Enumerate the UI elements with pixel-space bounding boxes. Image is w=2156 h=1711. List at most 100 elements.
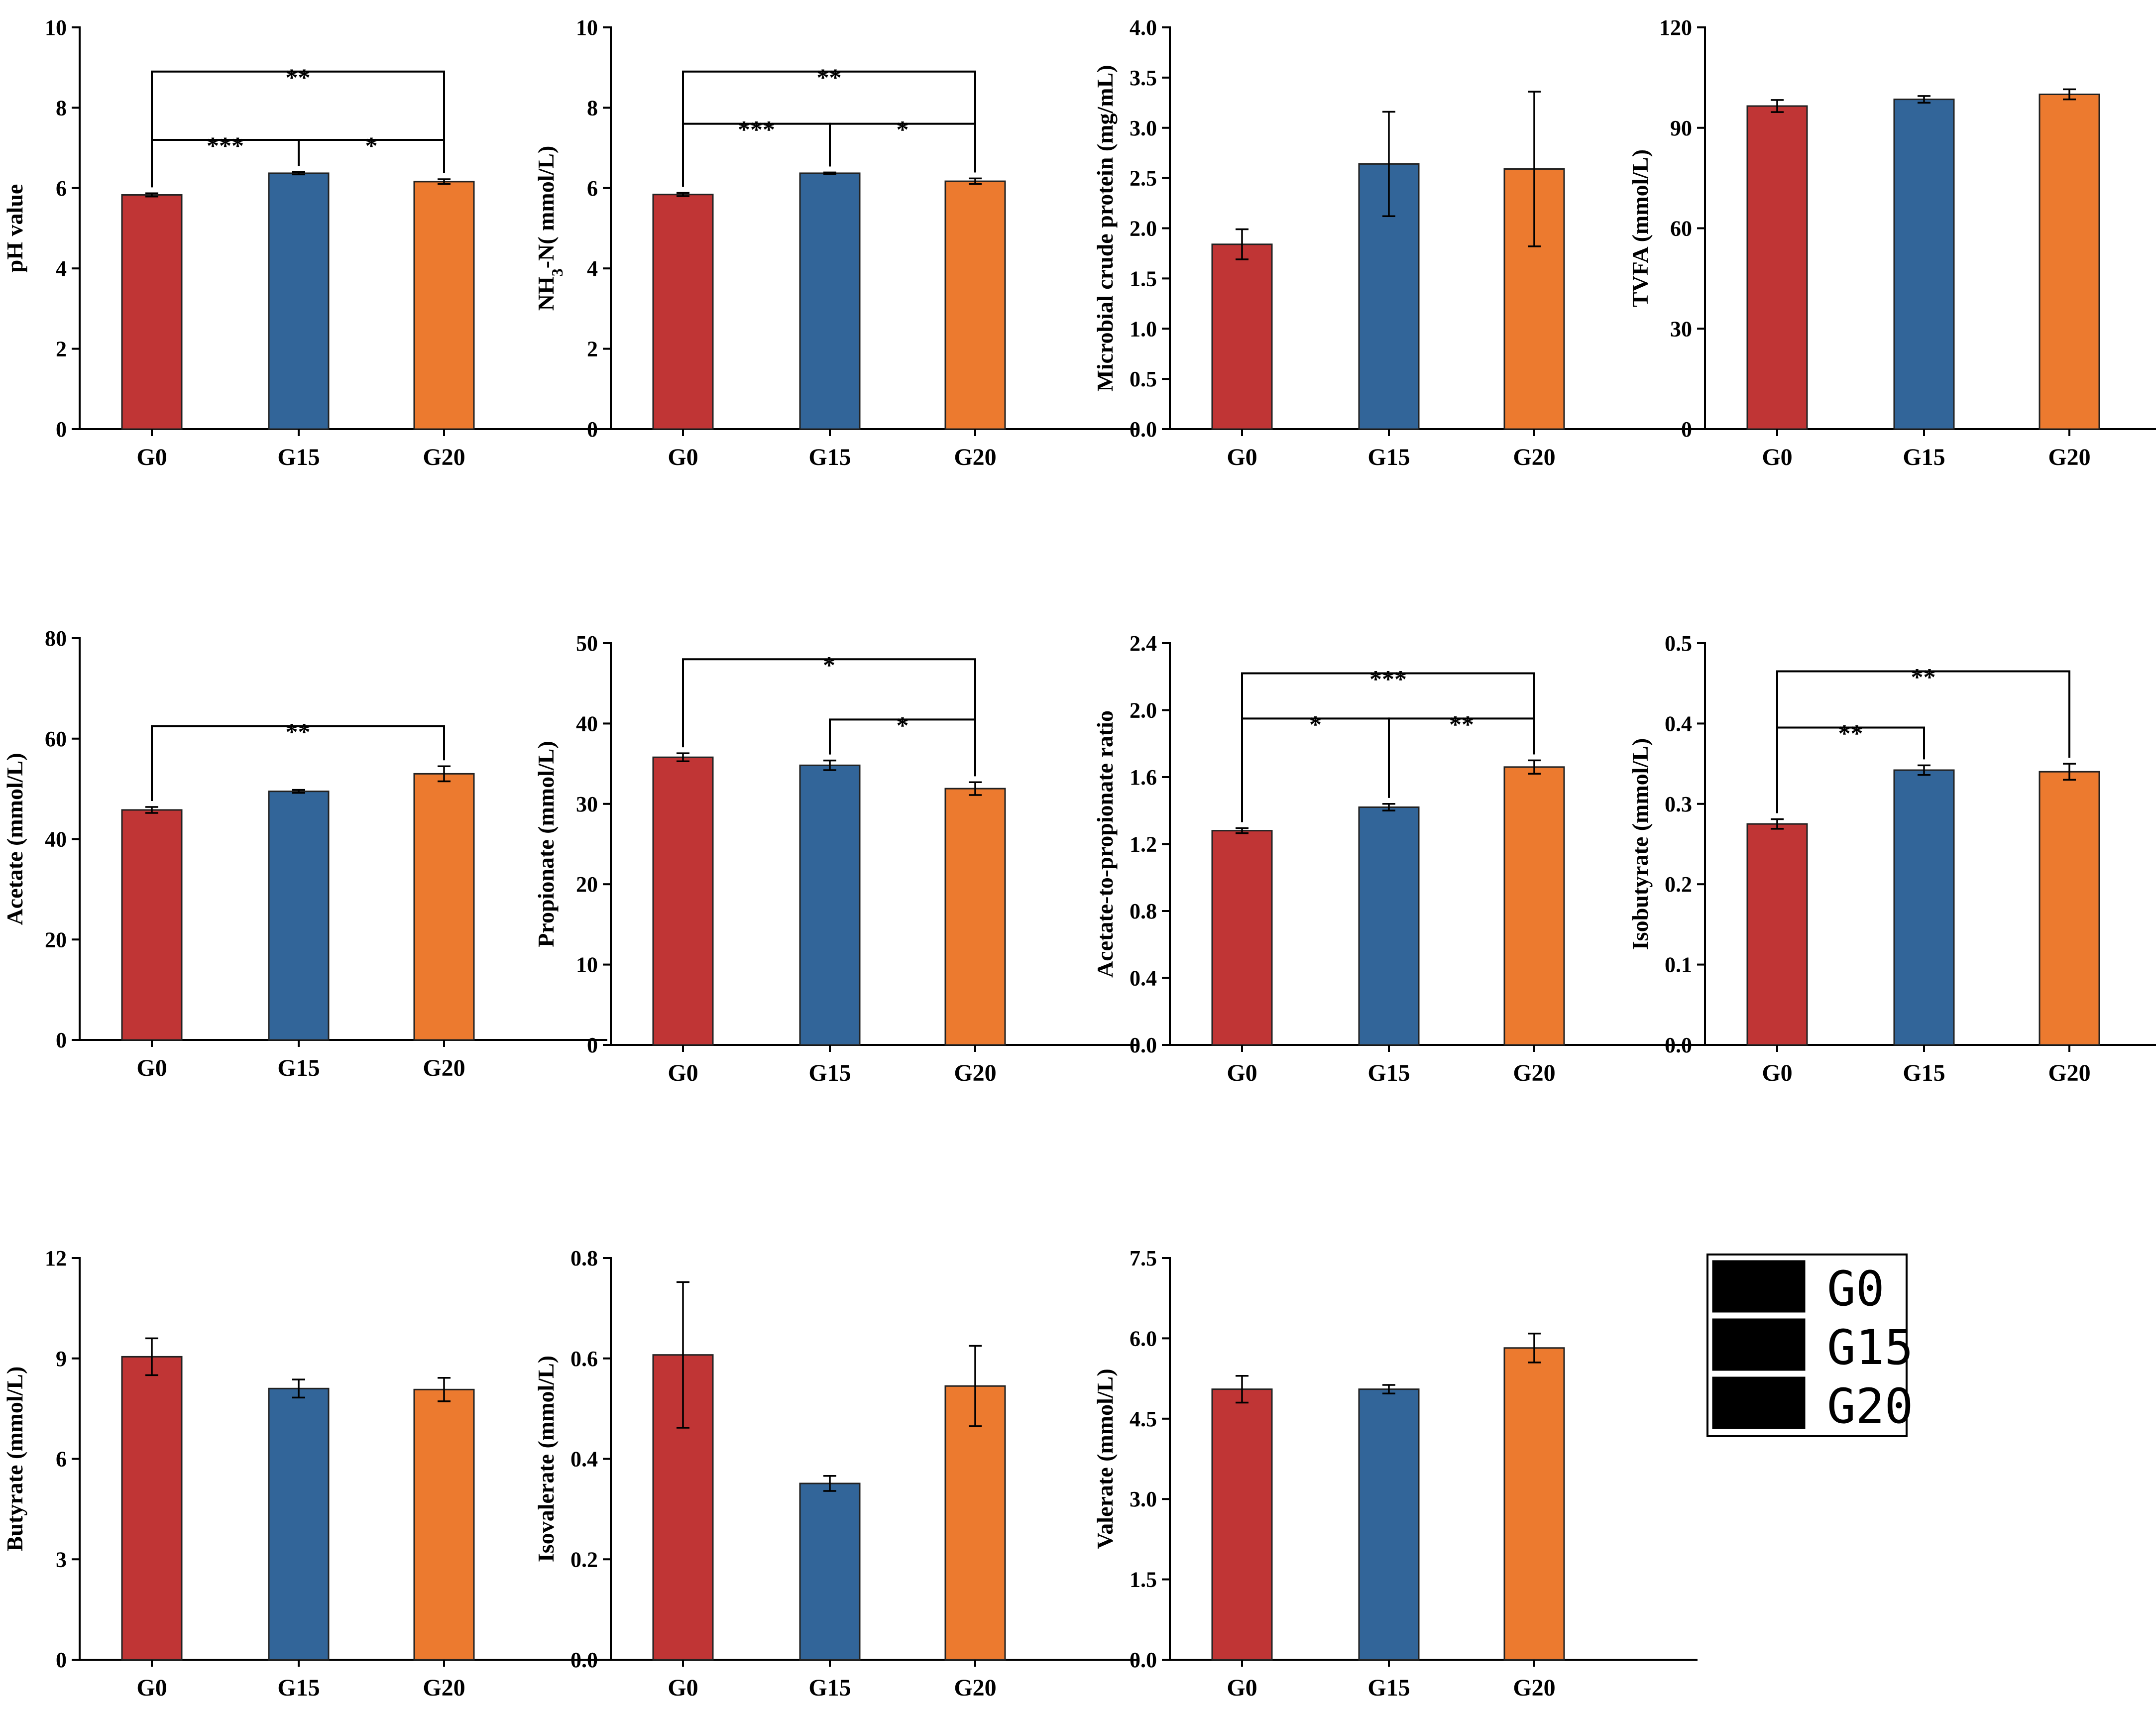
x-tick-label: G20 xyxy=(423,1675,465,1701)
x-tick-label: G0 xyxy=(668,444,698,470)
legend-label-g15: G15 xyxy=(1827,1320,1913,1375)
significance-bracket xyxy=(1776,670,2070,813)
significance-label: ** xyxy=(817,63,842,91)
y-axis-title: Butyrate (mmol/L) xyxy=(2,1367,27,1552)
y-tick-label: 40 xyxy=(576,711,598,736)
y-tick-label: 0.0 xyxy=(1130,1033,1157,1057)
x-tick-label: G0 xyxy=(1227,1060,1257,1086)
x-tick-label: G0 xyxy=(1227,1675,1257,1701)
y-tick-label: 60 xyxy=(1670,217,1692,241)
significance-label: * xyxy=(823,651,835,679)
chart-isobutyrate: 0.0 0.1 0.2 0.3 0.4 0.5 Isobutyrate (mmol/L) G0… xyxy=(1627,631,2156,1086)
y-tick-label: 80 xyxy=(45,626,67,651)
y-tick-label: 40 xyxy=(45,827,67,852)
bar-g0 xyxy=(1211,830,1273,1046)
legend-label-g20: G20 xyxy=(1827,1378,1913,1434)
y-tick-label: 0.0 xyxy=(1665,1033,1692,1057)
bar-g15 xyxy=(799,1483,861,1661)
bar-g20 xyxy=(2039,94,2100,430)
x-tick-label: G15 xyxy=(1903,444,1945,470)
x-tick-label: G0 xyxy=(136,444,167,470)
bar-g15 xyxy=(799,172,861,430)
chart-propionate: 0 10 20 30 40 50 Propionate (mmol/L) G0 G15 G20 * * xyxy=(533,631,1138,1086)
x-tick-label: G20 xyxy=(1513,444,1555,470)
y-tick-label: 0.1 xyxy=(1665,953,1692,977)
legend-swatch-g20 xyxy=(1712,1376,1806,1429)
legend: G0 G15 G20 xyxy=(1706,1254,1913,1437)
y-axis-title: Valerate (mmol/L) xyxy=(1092,1369,1118,1549)
bar-g15 xyxy=(268,791,330,1041)
y-tick-label: 0.2 xyxy=(570,1547,598,1572)
y-tick-label: 1.5 xyxy=(1130,1568,1157,1592)
y-tick-label: 20 xyxy=(576,872,598,897)
x-tick-label: G20 xyxy=(423,444,465,470)
x-tick-label: G15 xyxy=(277,444,320,470)
legend-label-g0: G0 xyxy=(1827,1261,1885,1317)
y-tick-label: 0.4 xyxy=(1130,966,1157,991)
bar-g15 xyxy=(1893,769,1955,1046)
significance-label: ** xyxy=(1838,719,1863,747)
bar-g0 xyxy=(121,809,183,1041)
x-tick-label: G20 xyxy=(954,1060,996,1086)
y-tick-label: 60 xyxy=(45,727,67,751)
bar-g15 xyxy=(1893,99,1955,430)
y-tick-label: 0.8 xyxy=(1130,899,1157,923)
y-tick-label: 0.5 xyxy=(1665,631,1692,656)
y-tick-label: 10 xyxy=(576,953,598,977)
y-tick-label: 0.4 xyxy=(570,1447,598,1472)
bar-g0 xyxy=(1746,823,1808,1046)
bar-g15 xyxy=(1358,163,1420,430)
bar-g15 xyxy=(268,1387,330,1661)
y-tick-label: 120 xyxy=(1659,15,1692,40)
significance-bracket xyxy=(151,725,445,801)
y-tick-label: 2 xyxy=(56,337,67,361)
y-tick-label: 0.8 xyxy=(570,1246,598,1270)
significance-bracket xyxy=(682,658,976,777)
significance-label: *** xyxy=(1369,665,1407,693)
significance-label: ** xyxy=(1911,663,1936,690)
x-tick-label: G15 xyxy=(1903,1060,1945,1086)
x-tick-label: G20 xyxy=(1513,1060,1555,1086)
y-tick-label: 0.4 xyxy=(1665,711,1692,736)
chart-tvfa: 0 30 60 90 120 TVFA (mmol/L) G0 G15 G20 xyxy=(1627,15,2156,470)
y-tick-label: 3 xyxy=(56,1547,67,1572)
bar-g0 xyxy=(121,194,183,430)
y-tick-label: 9 xyxy=(56,1347,67,1371)
y-tick-label: 6 xyxy=(56,176,67,201)
y-tick-label: 4 xyxy=(56,256,67,281)
y-tick-label: 0.3 xyxy=(1665,792,1692,816)
y-tick-label: 0.6 xyxy=(570,1347,598,1371)
bar-g20 xyxy=(413,773,475,1041)
y-tick-label: 2.5 xyxy=(1130,166,1157,191)
bar-g20 xyxy=(1503,1347,1565,1661)
x-tick-label: G20 xyxy=(954,444,996,470)
x-tick-label: G20 xyxy=(2048,1060,2090,1086)
y-tick-label: 1.5 xyxy=(1130,266,1157,291)
significance-label: * xyxy=(1309,710,1322,738)
chart-valerate: 0.0 1.5 3.0 4.5 6.0 7.5 Valerate (mmol/L) G0 G15… xyxy=(1092,1246,1698,1701)
y-tick-label: 4 xyxy=(587,256,598,281)
y-tick-label: 0.5 xyxy=(1130,367,1157,391)
x-tick-label: G15 xyxy=(277,1055,320,1081)
x-tick-label: G0 xyxy=(1762,1060,1792,1086)
y-tick-label: 6.0 xyxy=(1130,1326,1157,1351)
legend-swatch-g15 xyxy=(1712,1318,1806,1371)
y-tick-label: 0 xyxy=(1681,417,1692,442)
chart-butyrate: 0 3 6 9 12 Butyrate (mmol/L) G0 G15 G20 xyxy=(2,1246,607,1701)
x-tick-label: G20 xyxy=(423,1055,465,1081)
bar-g15 xyxy=(799,764,861,1046)
significance-bracket xyxy=(682,70,976,187)
y-tick-label: 6 xyxy=(56,1447,67,1472)
y-tick-label: 2.0 xyxy=(1130,217,1157,241)
chart-acetate: 0 20 40 60 80 Acetate (mmol/L) G0 G15 G20 ** xyxy=(2,626,607,1081)
y-tick-label: 10 xyxy=(45,15,67,40)
bar-g15 xyxy=(268,172,330,430)
x-tick-label: G15 xyxy=(808,1675,851,1701)
x-tick-label: G0 xyxy=(668,1675,698,1701)
significance-bracket xyxy=(1241,672,1535,822)
significance-label: ** xyxy=(286,718,311,746)
legend-swatch-g0 xyxy=(1712,1260,1806,1313)
